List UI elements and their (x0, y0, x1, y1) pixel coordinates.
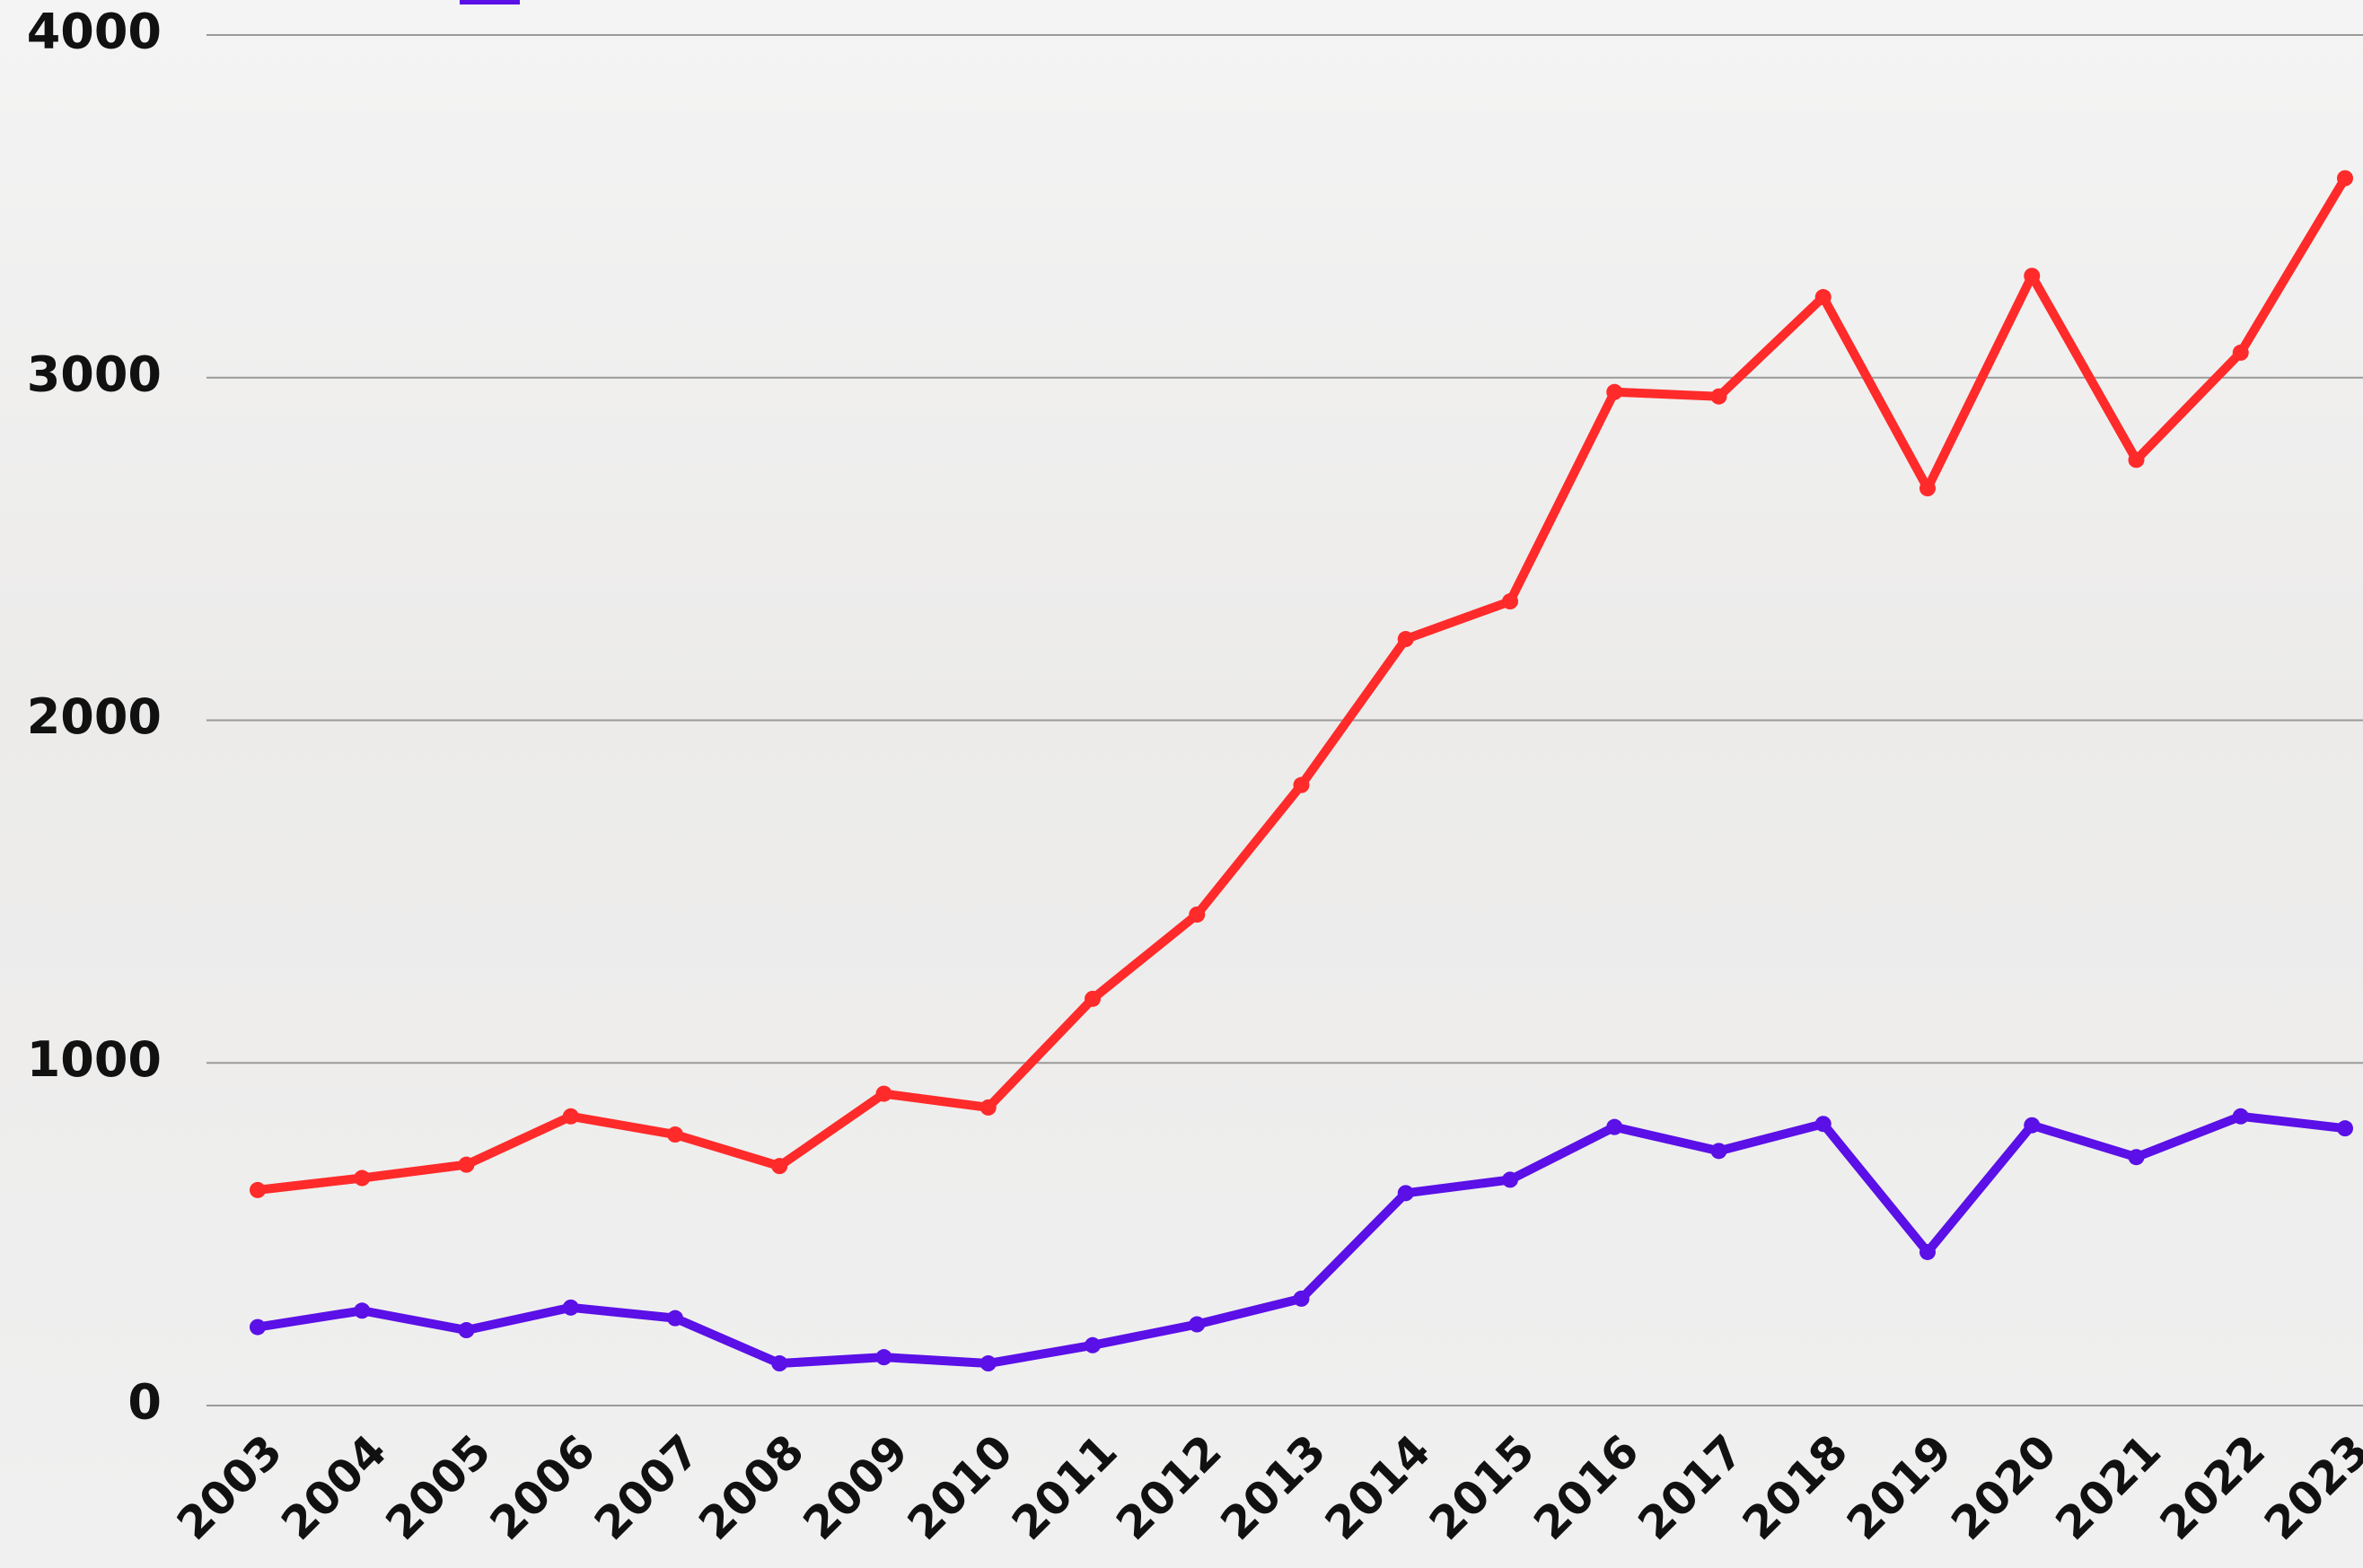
point (1919, 480, 1936, 496)
point (1502, 1171, 1518, 1187)
point (667, 1126, 683, 1143)
point (563, 1300, 579, 1316)
point (1919, 1244, 1936, 1260)
point (1502, 593, 1518, 609)
point (2129, 1149, 2145, 1165)
point (980, 1355, 997, 1371)
point (771, 1158, 787, 1174)
chart: 0100020003000400020032004200520062007200… (0, 0, 2363, 1568)
point (1606, 1119, 1622, 1135)
point (876, 1349, 892, 1365)
point (354, 1170, 370, 1187)
y-tick-label: 0 (127, 1374, 162, 1431)
y-tick-label: 1000 (27, 1031, 162, 1088)
point (667, 1310, 683, 1327)
point (2129, 451, 2145, 468)
point (2337, 1120, 2353, 1136)
point (1189, 907, 1205, 923)
point (459, 1157, 475, 1173)
point (2337, 171, 2353, 187)
point (1711, 389, 1727, 405)
point (771, 1355, 787, 1371)
background (0, 0, 2363, 1568)
point (459, 1322, 475, 1338)
point (563, 1108, 579, 1125)
y-tick-label: 3000 (27, 346, 162, 402)
point (2024, 267, 2040, 284)
point (1294, 777, 1310, 793)
point (354, 1302, 370, 1318)
point (250, 1182, 266, 1198)
point (1398, 1185, 1414, 1201)
y-tick-label: 4000 (27, 4, 162, 60)
point (1189, 1317, 1205, 1333)
point (1085, 991, 1101, 1007)
point (1398, 631, 1414, 647)
point (1815, 289, 1832, 305)
point (1085, 1337, 1101, 1353)
point (1606, 384, 1622, 400)
point (2233, 1108, 2249, 1125)
point (250, 1319, 266, 1336)
point (876, 1086, 892, 1102)
point (980, 1099, 997, 1116)
point (2233, 345, 2249, 361)
point (1294, 1291, 1310, 1307)
legend-swatch (460, 0, 520, 4)
point (2024, 1117, 2040, 1134)
point (1711, 1143, 1727, 1159)
y-tick-label: 2000 (27, 688, 162, 745)
point (1815, 1116, 1832, 1132)
